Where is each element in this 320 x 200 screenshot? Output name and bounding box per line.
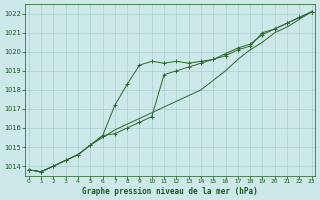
X-axis label: Graphe pression niveau de la mer (hPa): Graphe pression niveau de la mer (hPa) bbox=[82, 187, 258, 196]
